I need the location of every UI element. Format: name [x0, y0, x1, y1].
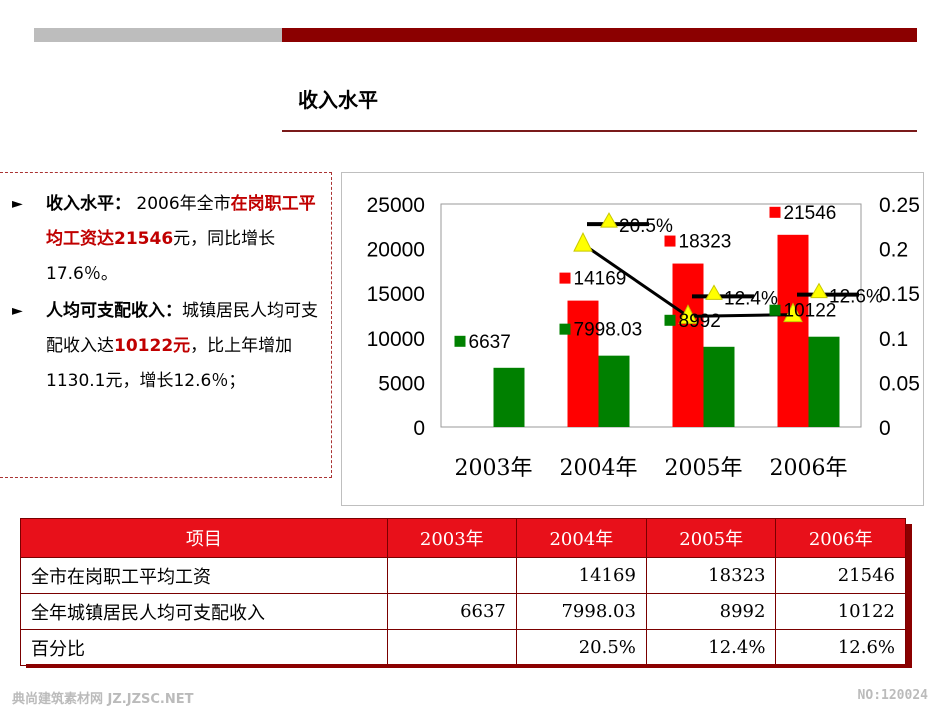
- data-label-line-marker: [705, 284, 723, 300]
- data-label-red-marker: [559, 272, 571, 284]
- table-header-cell: 2003年: [386, 518, 517, 558]
- bullet-post: ，比上年增加1130.1元，增长12.6％；: [46, 336, 293, 391]
- bullet-label: 收入水平：: [46, 194, 131, 214]
- table-header-row: 项目 2003年 2004年 2005年 2006年: [20, 518, 906, 558]
- y-tick-label: 5000: [378, 372, 425, 395]
- summary-textbox: ► 收入水平： 2006年全市在岗职工平均工资达21546元，同比增长17.6％…: [0, 172, 332, 478]
- bar-green: [598, 355, 630, 427]
- y2-tick-label: 0.15: [879, 283, 920, 306]
- x-tick-label: 2005年: [665, 456, 743, 481]
- bar-green: [493, 367, 525, 427]
- data-label-green-marker: [664, 314, 676, 326]
- bullet-arrow-icon: ►: [12, 196, 23, 212]
- y-tick-label: 25000: [367, 194, 425, 217]
- bar-red: [777, 234, 809, 427]
- header-red-bar: [282, 28, 917, 42]
- table-cell: [386, 557, 517, 594]
- table-cell: 10122: [775, 593, 906, 630]
- watermark-right: NO:120024: [857, 688, 928, 703]
- bullet-label: 人均可支配收入：: [46, 301, 182, 321]
- table-cell: 12.4%: [645, 629, 777, 666]
- table-cell: 12.6%: [775, 629, 906, 666]
- table-cell: [386, 629, 517, 666]
- table-cell: 18323: [645, 557, 777, 594]
- title-divider: [282, 130, 917, 132]
- table-cell: 20.5%: [515, 629, 647, 666]
- y-tick-label: 10000: [367, 328, 425, 351]
- table-row: 百分比 20.5% 12.4% 12.6%: [20, 629, 906, 666]
- line-marker: [783, 302, 803, 323]
- data-label-green: 8992: [679, 311, 721, 332]
- table-cell: 百分比: [20, 629, 388, 666]
- x-tick-label: 2004年: [560, 456, 638, 481]
- bar-green: [703, 346, 735, 427]
- data-label-line-marker: [810, 282, 828, 299]
- income-table: 项目 2003年 2004年 2005年 2006年 全市在岗职工平均工资 14…: [20, 518, 906, 666]
- table-cell: 14169: [515, 557, 647, 594]
- data-label-red-marker: [664, 235, 676, 247]
- bullet-arrow-icon: ►: [12, 303, 23, 319]
- bullet-highlight: 10122元: [114, 336, 191, 356]
- table-cell: 全市在岗职工平均工资: [20, 557, 388, 594]
- x-tick-label: 2003年: [455, 456, 533, 481]
- table-cell: 21546: [775, 557, 906, 594]
- bullet-income-level: ► 收入水平： 2006年全市在岗职工平均工资达21546元，同比增长17.6％…: [12, 187, 323, 292]
- bullet-disposable-income: ► 人均可支配收入：城镇居民人均可支配收入达10122元，比上年增加1130.1…: [12, 294, 323, 399]
- data-label-green-marker: [769, 304, 781, 316]
- data-label-green-marker: [559, 323, 571, 335]
- data-label-line: 12.6%: [829, 287, 883, 308]
- data-label-green: 10122: [784, 301, 837, 322]
- y-tick-label: 20000: [367, 239, 425, 262]
- data-label-red: 18323: [679, 232, 732, 253]
- y-tick-label: 15000: [367, 283, 425, 306]
- table-cell: 全年城镇居民人均可支配收入: [20, 593, 388, 630]
- table-header-cell: 2005年: [645, 518, 777, 558]
- table-header-cell: 2004年: [515, 518, 647, 558]
- x-tick-label: 2006年: [770, 456, 848, 481]
- table-header-cell: 项目: [20, 518, 388, 558]
- bullet-pre: 2006年全市: [131, 194, 231, 214]
- watermark-left: 典尚建筑素材网 JZ.JZSC.NET: [12, 692, 194, 707]
- table-row: 全年城镇居民人均可支配收入 6637 7998.03 8992 10122: [20, 593, 906, 630]
- data-label-green: 7998.03: [574, 320, 643, 341]
- data-label-green-marker: [454, 335, 466, 347]
- table-shadow-bottom: [26, 664, 912, 668]
- bullet-text: 人均可支配收入：城镇居民人均可支配收入达10122元，比上年增加1130.1元，…: [46, 294, 323, 399]
- data-label-line-marker: [600, 212, 618, 228]
- y2-tick-label: 0: [879, 417, 891, 440]
- bullet-pre: 城镇居民人均可支配收入达: [46, 301, 318, 356]
- data-label-red: 14169: [574, 269, 627, 290]
- bar-red: [567, 300, 599, 427]
- y2-tick-label: 0.05: [879, 372, 920, 395]
- bullet-text: 收入水平： 2006年全市在岗职工平均工资达21546元，同比增长17.6％。: [46, 187, 323, 292]
- bullet-highlight: 在岗职工平均工资达21546: [46, 194, 316, 249]
- header-gray-bar: [34, 28, 282, 42]
- y2-tick-label: 0.2: [879, 239, 908, 262]
- y2-tick-label: 0.25: [879, 194, 920, 217]
- chart-svg: 25000 20000 15000 10000 5000 0 0.25 0.2 0.15 0.1 0…: [367, 194, 920, 481]
- table-cell: 8992: [645, 593, 777, 630]
- bullet-post: 元，同比增长17.6％。: [46, 229, 276, 284]
- page-title: 收入水平: [298, 88, 378, 112]
- line-marker: [678, 304, 698, 324]
- y2-tick-label: 0.1: [879, 328, 908, 351]
- line-marker: [573, 232, 593, 252]
- bar-green: [808, 336, 840, 427]
- table-cell: 7998.03: [515, 593, 647, 630]
- table-shadow-right: [906, 524, 912, 664]
- table-row: 全市在岗职工平均工资 14169 18323 21546: [20, 557, 906, 594]
- data-label-green: 6637: [469, 332, 511, 353]
- bar-red: [672, 263, 704, 427]
- data-label-red-marker: [769, 206, 781, 218]
- table-cell: 6637: [386, 593, 517, 630]
- table-header-cell: 2006年: [775, 518, 906, 558]
- data-label-red: 21546: [784, 203, 837, 224]
- y-tick-label: 0: [413, 417, 425, 440]
- income-chart: 25000 20000 15000 10000 5000 0 0.25 0.2 0.15 0.1 0…: [341, 172, 924, 506]
- data-label-line: 12.4%: [724, 288, 778, 309]
- data-label-line: 20.5%: [619, 216, 673, 237]
